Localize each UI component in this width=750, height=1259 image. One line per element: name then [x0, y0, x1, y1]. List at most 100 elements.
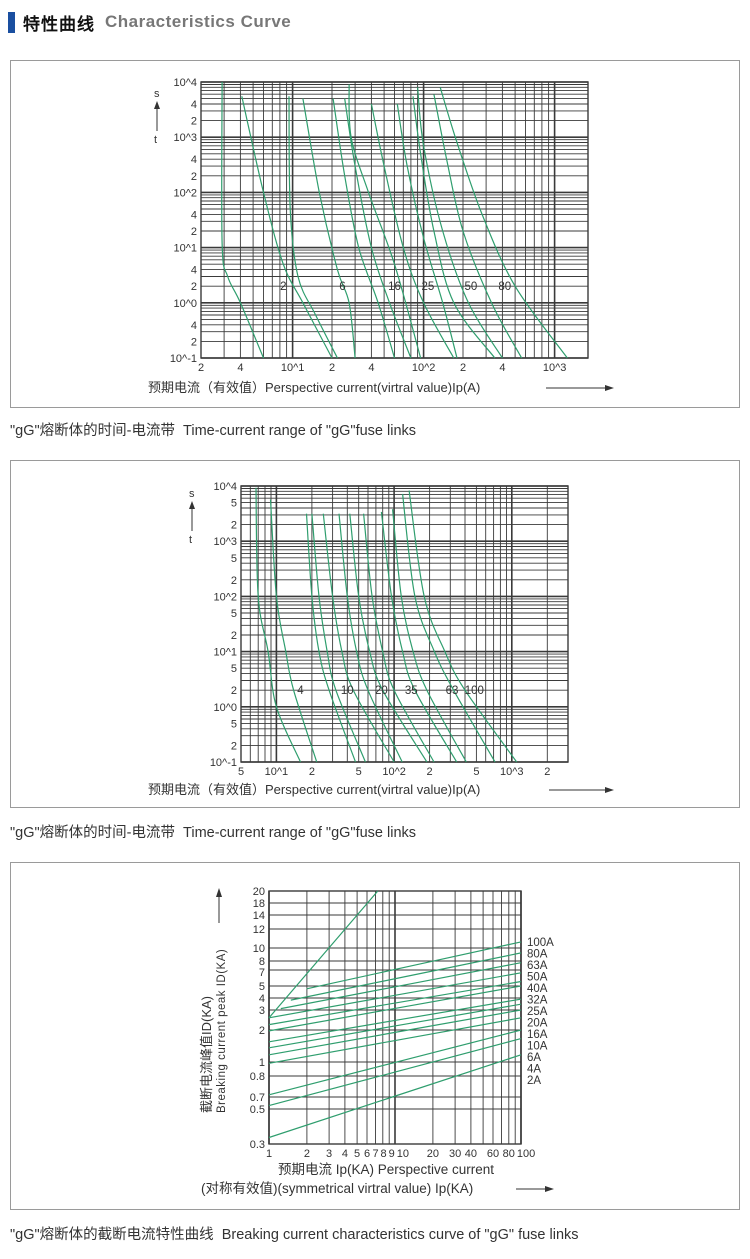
curve-32A	[268, 985, 522, 1032]
y-tick-label: 10^4	[213, 481, 237, 493]
y-tick-label: 0.7	[250, 1092, 265, 1104]
rating-label: 10	[341, 685, 354, 697]
x-axis-arrow-icon	[549, 787, 614, 793]
plot-frame	[240, 485, 569, 763]
curve-63A-max	[392, 509, 467, 763]
series-label-20A: 20A	[527, 1017, 548, 1029]
y-tick-label: 10^0	[213, 702, 237, 714]
series-label-2A: 2A	[527, 1075, 541, 1087]
rating-label: 63	[446, 685, 459, 697]
curve-2A-max	[302, 98, 356, 359]
y-tick-label: 5	[231, 498, 237, 510]
series-label-100A: 100A	[527, 937, 554, 949]
y-axis-arrow-icon	[189, 501, 195, 531]
chart-panel-breaking-current: 截断电流峰值ID(KA) Breaking current peak ID(KA…	[10, 862, 740, 1210]
y-tick-label: 7	[259, 967, 265, 979]
curve-2A	[268, 1054, 522, 1139]
rating-label: 35	[405, 685, 418, 697]
time-current-chart-2: s t 预期电流（有效值）Perspective current(virtral…	[148, 481, 614, 797]
curve-100A-max	[408, 490, 518, 763]
curve-80A	[290, 952, 522, 1001]
x-tick-label: 10^3	[500, 766, 524, 778]
x-tick-label: 60	[487, 1148, 499, 1160]
curve-6A-max-b	[348, 84, 422, 359]
x-tick-label: 80	[503, 1148, 515, 1160]
x-axis-arrow-icon	[546, 385, 614, 391]
grid	[240, 485, 569, 763]
y-tick-label: 5	[231, 553, 237, 565]
series-label-4A: 4A	[527, 1063, 541, 1075]
x-tick-label: 4	[342, 1148, 348, 1160]
x-tick-label: 2	[460, 362, 466, 374]
y-tick-label: 0.3	[250, 1139, 265, 1151]
x-tick-label: 9	[389, 1148, 395, 1160]
chart-panel-time-current-1: s t 预期电流（有效值）Perspective current(virtral…	[10, 60, 740, 408]
x-tick-label: 2	[198, 362, 204, 374]
series-label-32A: 32A	[527, 994, 548, 1006]
curve-6A	[268, 1029, 522, 1096]
y-tick-label: 2	[231, 685, 237, 697]
curve-50A	[268, 972, 522, 1019]
y-axis-title-cn: 截断电流峰值ID(KA)	[199, 996, 214, 1113]
curve-10A	[268, 1017, 522, 1064]
x-axis-arrow-icon	[516, 1186, 554, 1192]
rating-label: 4	[297, 685, 304, 697]
y-tick-label: 5	[231, 663, 237, 675]
x-axis-title: 预期电流（有效值）Perspective current(virtral val…	[148, 380, 480, 395]
y-tick-label: 14	[253, 910, 265, 922]
chart-caption-2: "gG"熔断体的时间-电流带 Time-current range of "gG…	[10, 825, 417, 841]
rating-label: 20	[375, 685, 388, 697]
x-tick-label: 10^2	[382, 766, 406, 778]
x-tick-label: 40	[465, 1148, 477, 1160]
y-tick-label: 2	[231, 630, 237, 642]
curve-6A-max	[344, 98, 412, 359]
y-tick-label: 10^2	[213, 591, 237, 603]
y-tick-label: 10^0	[173, 298, 197, 310]
curve-25A	[268, 998, 522, 1043]
y-tick-label: 4	[191, 99, 197, 111]
rating-label: 100	[465, 685, 484, 697]
y-tick-label: 2	[191, 336, 197, 348]
x-axis-title: 预期电流（有效值）Perspective current(virtral val…	[148, 782, 480, 797]
x-tick-label: 10^1	[281, 362, 305, 374]
curve-cutoff	[268, 890, 379, 1019]
x-axis-title-line1: 预期电流 Ip(KA) Perspective current	[278, 1162, 494, 1177]
curve-100A-min	[402, 493, 496, 763]
y-tick-label: 18	[253, 898, 265, 910]
y-tick-label: 10^3	[173, 132, 197, 144]
y-tick-label: 5	[231, 608, 237, 620]
y-tick-label: 10^4	[173, 77, 197, 89]
breaking-current-chart: 截断电流峰值ID(KA) Breaking current peak ID(KA…	[199, 886, 554, 1196]
x-tick-label: 10^2	[412, 362, 436, 374]
section-title-cn: 特性曲线	[23, 14, 95, 34]
y-tick-label: 10^-1	[170, 353, 197, 365]
x-tick-label: 4	[368, 362, 374, 374]
time-current-chart-1: s t 预期电流（有效值）Perspective current(virtral…	[148, 77, 614, 395]
x-tick-label: 2	[304, 1148, 310, 1160]
y-axis-arrow-icon	[154, 101, 160, 131]
section-title-en: Characteristics Curve	[105, 12, 292, 31]
x-tick-label: 5	[473, 766, 479, 778]
y-tick-label: 3	[259, 1005, 265, 1017]
y-axis-arrow-icon	[216, 888, 222, 923]
curve-10A-min	[305, 513, 357, 763]
curve-20A-min	[322, 513, 395, 763]
y-axis-unit-s: s	[154, 88, 160, 100]
curve-4A-min	[255, 487, 302, 763]
series-label-16A: 16A	[527, 1029, 548, 1041]
y-tick-label: 2	[231, 520, 237, 532]
section-header: 特性曲线 Characteristics Curve	[8, 10, 291, 34]
x-tick-label: 3	[326, 1148, 332, 1160]
y-tick-label: 12	[253, 924, 265, 936]
y-tick-label: 2	[191, 171, 197, 183]
y-tick-label: 10^3	[213, 536, 237, 548]
y-tick-label: 0.5	[250, 1104, 265, 1116]
y-tick-label: 10^-1	[210, 757, 237, 769]
series-label-10A: 10A	[527, 1040, 548, 1052]
y-tick-label: 10^1	[173, 243, 197, 255]
series-label-80A: 80A	[527, 948, 548, 960]
x-tick-label: 1	[266, 1148, 272, 1160]
y-axis-label-t: t	[154, 134, 157, 146]
series-label-25A: 25A	[527, 1006, 548, 1018]
x-tick-label: 10^3	[543, 362, 567, 374]
